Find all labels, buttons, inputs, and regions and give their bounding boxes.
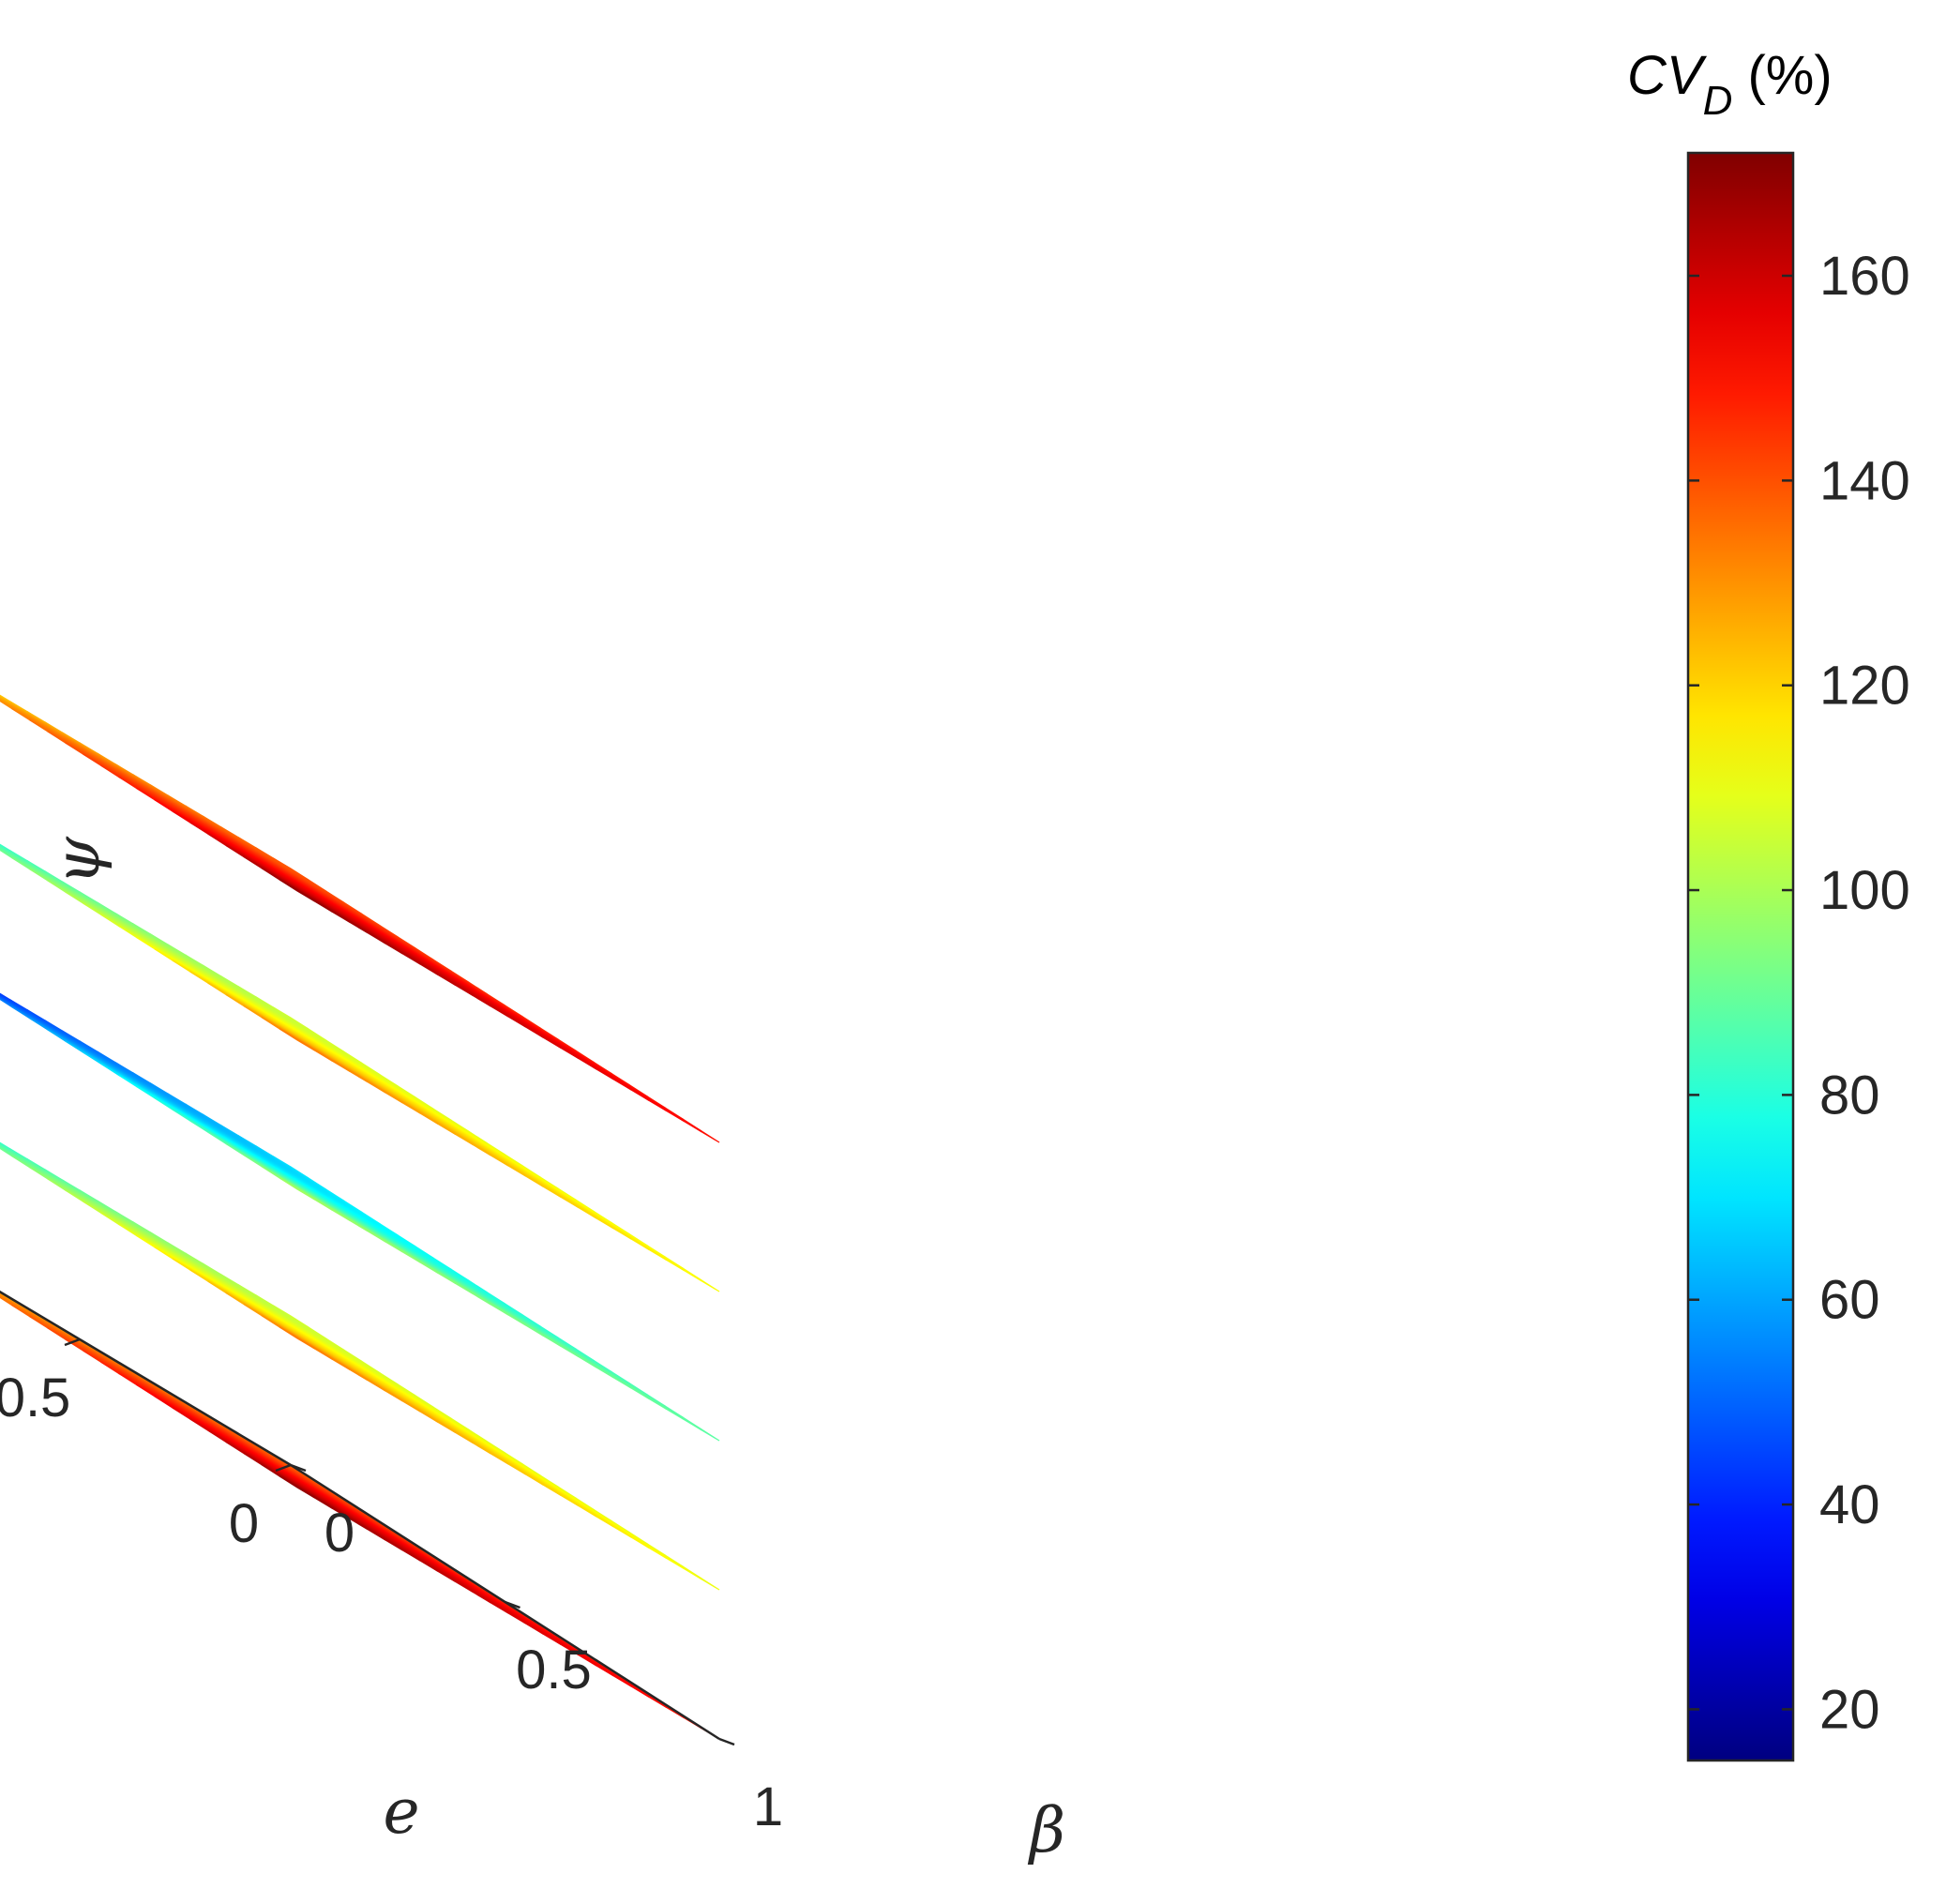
e-tick-mark: [275, 1463, 292, 1473]
colorbar-tick-label: 20: [1819, 1679, 1880, 1740]
slice-plane-psi-0.5: [0, 843, 720, 1292]
slice-cell: [279, 1475, 316, 1499]
slice-cell: [279, 1326, 316, 1350]
e-tick-label: 0: [229, 1493, 259, 1554]
slice-planes: [0, 694, 720, 1740]
colorbar-title-main: CV: [1627, 45, 1708, 106]
slice-cell: [279, 1028, 316, 1051]
colorbar-title-sub: D: [1703, 78, 1733, 124]
beta-tick-mark: [505, 1600, 520, 1609]
colorbar-tick-label: 100: [1819, 860, 1910, 921]
slice-plane-psi--0.5: [0, 1141, 720, 1591]
colorbar-tick-label: 60: [1819, 1270, 1880, 1331]
slice-plane-psi-1: [0, 694, 720, 1143]
colorbar-tick-label: 40: [1819, 1474, 1880, 1535]
colorbar-tick-label: 120: [1819, 656, 1910, 717]
colorbar-title: CVD (%): [1627, 45, 1833, 124]
beta-tick-mark: [290, 1463, 307, 1473]
e-tick-mark: [64, 1337, 81, 1347]
slice-cell: [279, 879, 316, 902]
slice-plane-psi-0: [0, 992, 720, 1442]
e-axis-title: e: [383, 1776, 419, 1848]
colorbar: 20 40 60 80 100 120 140 160 CVD (%): [1627, 45, 1910, 1762]
slice-plane-psi--1: [0, 1291, 720, 1740]
colorbar-title-unit: (%): [1732, 45, 1832, 106]
beta-tick-label: 1: [753, 1776, 783, 1837]
e-tick-label: 0.5: [0, 1368, 70, 1428]
beta-axis-title: β: [1027, 1794, 1065, 1866]
slice-cell: [279, 1177, 316, 1201]
colorbar-tick-label: 80: [1819, 1065, 1880, 1126]
beta-tick-label: 0: [324, 1503, 355, 1564]
colorbar-tick-label: 160: [1819, 246, 1910, 307]
beta-tick-label: 0.5: [516, 1640, 592, 1700]
colorbar-tick-label: 140: [1819, 450, 1910, 511]
psi-axis-title: ψ: [41, 836, 113, 885]
beta-tick-mark: [718, 1737, 735, 1746]
colorbar-gradient: [1686, 151, 1795, 1762]
